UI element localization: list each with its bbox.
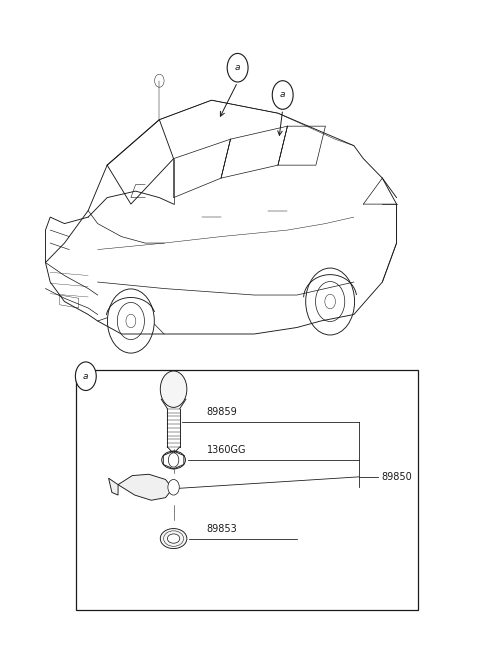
Text: 1360GG: 1360GG (207, 445, 246, 455)
Circle shape (160, 371, 187, 407)
Bar (76, 369, 418, 610)
Polygon shape (108, 478, 118, 495)
Text: a: a (280, 90, 286, 100)
Ellipse shape (160, 529, 187, 549)
Ellipse shape (168, 534, 180, 543)
Text: a: a (83, 371, 88, 381)
Circle shape (75, 362, 96, 390)
Circle shape (272, 81, 293, 109)
Circle shape (168, 479, 179, 495)
Circle shape (227, 54, 248, 82)
Polygon shape (118, 474, 173, 500)
Text: 89859: 89859 (207, 407, 238, 417)
Text: 89850: 89850 (382, 472, 412, 482)
Text: a: a (235, 64, 240, 72)
Text: 89853: 89853 (207, 524, 238, 534)
Circle shape (168, 453, 179, 467)
